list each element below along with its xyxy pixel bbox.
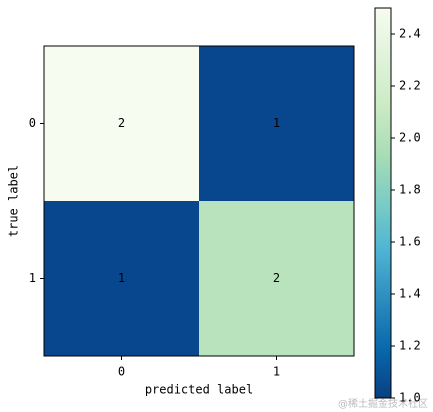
x-tick-label: 1 <box>273 365 280 379</box>
x-axis-label: predicted label <box>145 383 253 397</box>
colorbar-tick-label: 2.0 <box>399 131 421 145</box>
colorbar-tick-label: 2.2 <box>399 79 421 93</box>
watermark: @稀土掘金技术社区 <box>338 397 428 410</box>
heatmap-cell <box>199 201 354 356</box>
cell-label: 2 <box>118 116 125 130</box>
cell-label: 1 <box>118 271 125 285</box>
y-tick-label: 1 <box>29 271 36 285</box>
colorbar-tick-label: 1.6 <box>399 235 421 249</box>
heatmap-cell <box>199 46 354 201</box>
heatmap-cell <box>44 46 199 201</box>
y-tick-label: 0 <box>29 116 36 130</box>
y-axis-label: true label <box>7 165 21 237</box>
plot-frame <box>43 45 355 357</box>
colorbar-tick-label: 1.2 <box>399 339 421 353</box>
colorbar-tick-label: 1.0 <box>399 391 421 405</box>
colorbar-tick-label: 2.4 <box>399 27 421 41</box>
colorbar-tick-label: 1.8 <box>399 183 421 197</box>
x-tick-label: 0 <box>118 365 125 379</box>
colorbar <box>374 7 392 399</box>
cell-label: 2 <box>273 271 280 285</box>
cell-label: 1 <box>273 116 280 130</box>
colorbar-tick-label: 1.4 <box>399 287 421 301</box>
heatmap-cell <box>44 201 199 356</box>
